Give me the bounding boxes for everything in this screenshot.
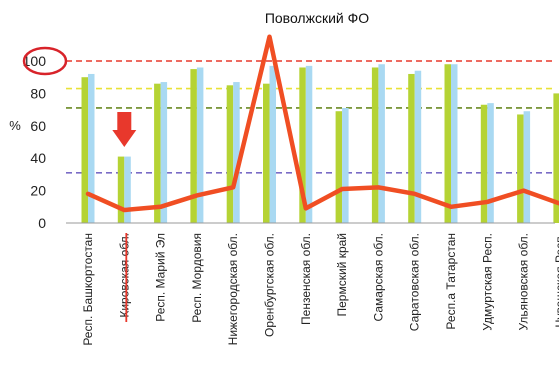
x-tick-label-12: Ульяновская обл. [517,233,531,330]
y-ticks-group: 0 20 40 60 80 100 [23,53,47,231]
bar-series2-7 [342,107,349,223]
x-tick-label-4: Нижегородская обл. [226,233,240,345]
bar-series2-4 [233,82,240,223]
bars-group [81,64,559,224]
x-ticks-group: Респ. Башкортостан Кировская обл. Респ. Ма… [81,233,559,346]
annotations-group [22,46,137,322]
y-axis-label: % [9,118,21,133]
bar-series2-2 [160,82,168,223]
x-tick-label-1: Кировская обл. [117,233,131,318]
bar-series2-0 [88,73,95,224]
chart-title: Поволжский ФО [265,10,369,26]
bar-series2-3 [196,67,204,223]
x-tick-label-2: Респ. Марий Эл [154,233,168,322]
y-tick-label-5: 100 [23,53,47,69]
bar-series1-13 [553,93,559,224]
line-series-group [85,34,559,213]
bar-series2-8 [378,64,385,224]
x-tick-label-9: Саратовская обл. [408,233,422,331]
line-series [85,34,559,213]
x-tick-label-6: Пензенская обл. [299,233,313,325]
bar-series2-12 [523,111,531,223]
bar-series2-10 [451,64,458,224]
bar-series1-11 [480,104,488,223]
arrow-down-icon [112,112,137,147]
bar-series1-10 [444,64,451,224]
bar-series1-7 [335,111,343,223]
bar-series2-6 [305,65,313,223]
x-tick-label-7: Пермский край [335,233,349,317]
bar-series1-3 [190,69,197,223]
x-tick-label-3: Респ. Мордовия [190,233,204,323]
x-tick-label-10: Респ.а Татарстан [444,233,458,330]
bar-series1-12 [517,114,524,223]
bar-series2-9 [414,70,422,223]
bar-series1-5 [263,83,270,224]
x-tick-label-13: Чувашская Респ. [553,233,559,328]
x-tick-label-0: Респ. Башкортостан [81,233,95,346]
bar-series1-6 [299,67,306,223]
x-tick-label-11: Удмуртская Респ. [480,233,494,331]
bar-series1-8 [371,67,379,223]
circle-annotation [22,46,68,76]
x-tick-label-8: Самарская обл. [371,233,385,321]
bar-series2-5 [269,65,276,223]
y-tick-label-4: 80 [30,85,46,101]
bar-series2-1 [124,156,131,223]
y-tick-label-0: 0 [38,215,46,231]
bar-series2-11 [487,103,494,223]
y-tick-label-2: 40 [30,150,46,166]
bar-series1-9 [408,73,415,224]
y-tick-label-3: 60 [30,118,46,134]
bar-series1-2 [154,83,161,224]
bar-series1-0 [81,77,88,223]
x-tick-label-5: Оренбургская обл. [263,233,277,337]
bar-series1-1 [117,156,125,223]
y-tick-label-1: 20 [30,183,46,199]
bar-series1-4 [226,85,234,223]
